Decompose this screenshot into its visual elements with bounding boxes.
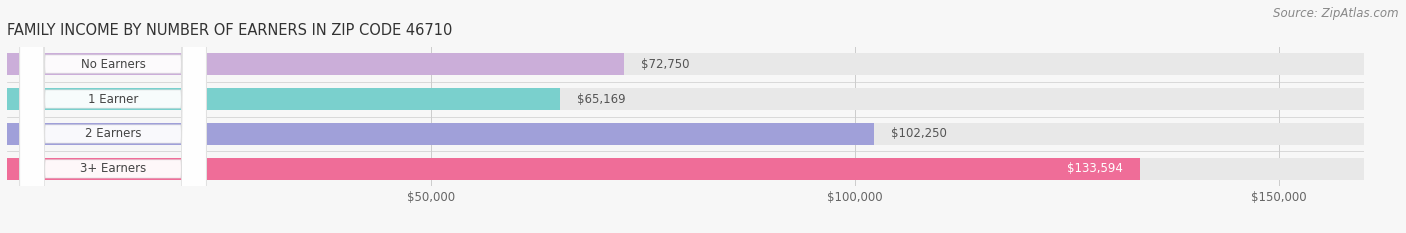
Bar	[7, 158, 1140, 180]
FancyBboxPatch shape	[20, 0, 207, 233]
Bar	[7, 123, 875, 145]
FancyBboxPatch shape	[20, 0, 207, 233]
Bar	[7, 88, 1364, 110]
Text: $72,750: $72,750	[641, 58, 689, 71]
Text: FAMILY INCOME BY NUMBER OF EARNERS IN ZIP CODE 46710: FAMILY INCOME BY NUMBER OF EARNERS IN ZI…	[7, 24, 453, 38]
Text: $102,250: $102,250	[891, 127, 946, 140]
FancyBboxPatch shape	[20, 0, 207, 233]
Text: Source: ZipAtlas.com: Source: ZipAtlas.com	[1274, 7, 1399, 20]
Bar	[7, 123, 1364, 145]
Bar	[7, 158, 1364, 180]
Text: 2 Earners: 2 Earners	[84, 127, 141, 140]
Text: 1 Earner: 1 Earner	[87, 93, 138, 106]
Text: $133,594: $133,594	[1067, 162, 1123, 175]
FancyBboxPatch shape	[20, 0, 207, 233]
Text: $65,169: $65,169	[576, 93, 626, 106]
Bar	[7, 53, 1364, 75]
Bar	[7, 88, 560, 110]
Text: No Earners: No Earners	[80, 58, 145, 71]
Text: 3+ Earners: 3+ Earners	[80, 162, 146, 175]
Bar	[7, 53, 624, 75]
